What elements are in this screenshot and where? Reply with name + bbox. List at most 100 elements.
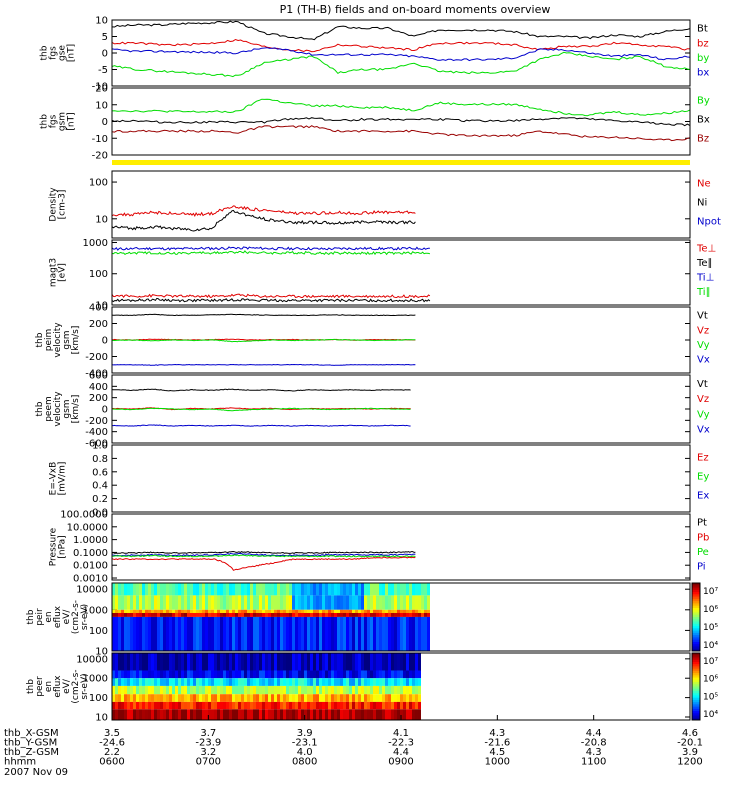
spectrogram-cell bbox=[364, 670, 367, 679]
spectrogram-cell bbox=[295, 685, 298, 695]
spectrogram-cell bbox=[235, 609, 238, 613]
spectrogram-cell bbox=[160, 653, 163, 671]
spectrogram-cell bbox=[259, 583, 262, 596]
spectrogram-cell bbox=[232, 595, 235, 610]
spectrogram-cell bbox=[406, 701, 409, 710]
series-line-Vx bbox=[111, 363, 416, 366]
spectrogram-cell bbox=[337, 709, 340, 720]
spectrogram-cell bbox=[142, 583, 145, 596]
spectrogram-cell bbox=[295, 612, 298, 617]
spectrogram-cell bbox=[139, 583, 142, 596]
ytick-label: 100 bbox=[89, 693, 108, 704]
spectrogram-cell bbox=[343, 616, 346, 651]
spectrogram-cell bbox=[310, 595, 313, 610]
spectrogram-cell bbox=[187, 678, 190, 686]
spectrogram-cell bbox=[286, 685, 289, 695]
spectrogram-cell bbox=[244, 670, 247, 679]
spectrogram-cell bbox=[304, 595, 307, 610]
spectrogram-cell bbox=[124, 670, 127, 679]
colorbar-cell bbox=[692, 603, 700, 607]
spectrogram-cell bbox=[265, 701, 268, 710]
spectrogram-cell bbox=[172, 583, 175, 596]
colorbar-tick-label: 10⁴ bbox=[703, 710, 718, 720]
spectrogram-cell bbox=[151, 670, 154, 679]
spectrogram-cell bbox=[346, 701, 349, 710]
spectrogram-cell bbox=[319, 701, 322, 710]
spectrogram-cell bbox=[319, 670, 322, 679]
spectrogram-cell bbox=[145, 583, 148, 596]
spectrogram-cell bbox=[154, 583, 157, 596]
spectrogram-cell bbox=[196, 595, 199, 610]
spectrogram-cell bbox=[118, 709, 121, 720]
spectrogram-cell bbox=[283, 670, 286, 679]
spectrogram-cell bbox=[130, 694, 133, 702]
spectrogram-cell bbox=[298, 685, 301, 695]
ylabel-line: [nT] bbox=[67, 44, 77, 62]
spectrogram-cell bbox=[319, 694, 322, 702]
series-line-Te∥ bbox=[111, 297, 431, 303]
ytick-label: 0.1000 bbox=[73, 548, 108, 559]
spectrogram-cell bbox=[202, 709, 205, 720]
spectrogram-cell bbox=[211, 701, 214, 710]
panel-frame bbox=[111, 374, 691, 444]
spectrogram-cell bbox=[349, 612, 352, 617]
colorbar-cell bbox=[692, 717, 700, 721]
colorbar-cell bbox=[692, 626, 700, 629]
spectrogram-cell bbox=[196, 701, 199, 710]
spectrogram-cell bbox=[394, 616, 397, 651]
spectrogram-cell bbox=[112, 583, 115, 596]
spectrogram-cell bbox=[346, 609, 349, 613]
spectrogram-cell bbox=[238, 701, 241, 710]
spectrogram-cell bbox=[154, 709, 157, 720]
spectrogram-cell bbox=[385, 609, 388, 613]
spectrogram-cell bbox=[307, 670, 310, 679]
spectrogram-cell bbox=[244, 709, 247, 720]
spectrogram-cell bbox=[277, 701, 280, 710]
colorbar-cell bbox=[692, 632, 700, 636]
spectrogram-cell bbox=[142, 694, 145, 702]
ytick-label: -200 bbox=[85, 416, 108, 427]
ylabel-line: eflux bbox=[53, 605, 63, 628]
spectrogram-cell bbox=[178, 701, 181, 710]
spectrogram-cell bbox=[397, 670, 400, 679]
spectrogram-cell bbox=[202, 701, 205, 710]
spectrogram-cell bbox=[253, 685, 256, 695]
spectrogram-cell bbox=[397, 701, 400, 710]
xtick-label: -23.9 bbox=[195, 738, 221, 749]
legend-label: Vy bbox=[697, 409, 710, 420]
spectrogram-cell bbox=[184, 670, 187, 679]
spectrogram-cell bbox=[418, 616, 421, 651]
spectrogram-cell bbox=[352, 616, 355, 651]
spectrogram-cell bbox=[331, 595, 334, 610]
spectrogram-cell bbox=[286, 678, 289, 686]
spectrogram-cell bbox=[169, 678, 172, 686]
spectrogram-cell bbox=[355, 701, 358, 710]
spectrogram-cell bbox=[229, 595, 232, 610]
spectrogram-cell bbox=[421, 583, 424, 596]
colorbar-tick-label: 10⁶ bbox=[703, 605, 718, 615]
spectrogram-cell bbox=[187, 595, 190, 610]
spectrogram-cell bbox=[418, 609, 421, 613]
spectrogram-cell bbox=[250, 616, 253, 651]
spectrogram-cell bbox=[361, 653, 364, 671]
spectrogram-cell bbox=[277, 670, 280, 679]
spectrogram-cell bbox=[322, 694, 325, 702]
xaxis-row-label: hhmm bbox=[4, 757, 36, 768]
spectrogram-cell bbox=[133, 670, 136, 679]
spectrogram-cell bbox=[178, 694, 181, 702]
spectrogram-cell bbox=[256, 701, 259, 710]
legend-label: Ez bbox=[697, 452, 709, 463]
legend-label: Vx bbox=[697, 424, 710, 435]
spectrogram-cell bbox=[166, 670, 169, 679]
spectrogram-cell bbox=[238, 653, 241, 671]
spectrogram-cell bbox=[427, 609, 430, 613]
spectrogram-cell bbox=[325, 694, 328, 702]
spectrogram-cell bbox=[310, 709, 313, 720]
ylabel-line: gsm bbox=[62, 330, 72, 349]
spectrogram-cell bbox=[334, 678, 337, 686]
spectrogram-cell bbox=[178, 685, 181, 695]
spectrogram-cell bbox=[376, 709, 379, 720]
spectrogram-cell bbox=[115, 612, 118, 617]
